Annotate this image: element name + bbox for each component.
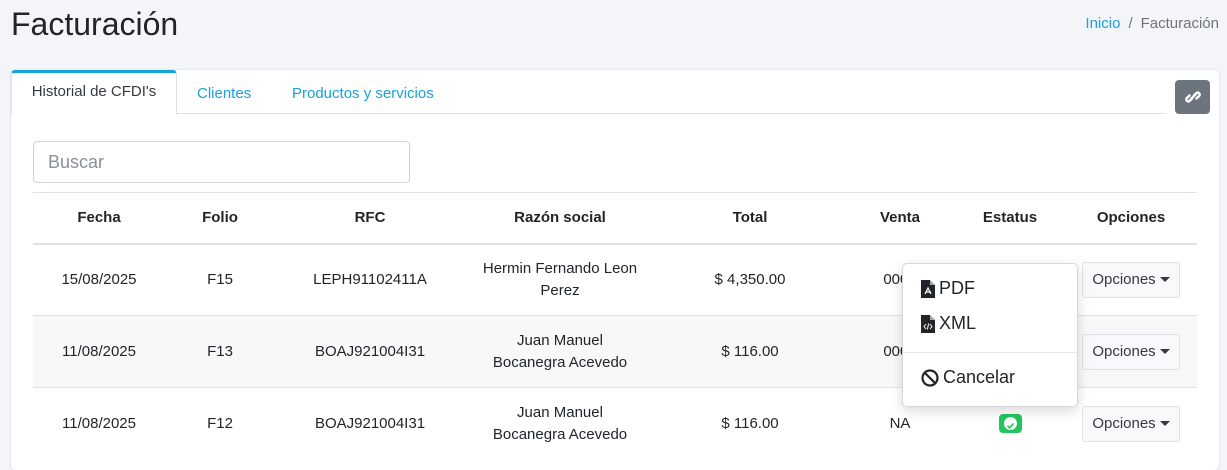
file-pdf-icon [921,279,935,298]
cell-razon: Juan Manuel Bocanegra Acevedo [465,387,655,460]
cell-razon: Hermin Fernando Leon Perez [465,243,655,316]
main-card: Historial de CFDI's Clientes Productos y… [11,70,1219,470]
check-circle-icon [1003,417,1017,431]
cfdi-table: Fecha Folio RFC Razón social Total Venta… [33,192,1197,460]
table-header-row: Fecha Folio RFC Razón social Total Venta… [33,192,1197,245]
menu-item-pdf[interactable]: PDF [921,278,975,299]
opciones-label: Opciones [1092,270,1156,288]
cell-folio: F15 [165,243,275,316]
opciones-label: Opciones [1092,342,1156,360]
cell-razon: Juan Manuel Bocanegra Acevedo [465,315,655,388]
caret-down-icon [1159,421,1170,427]
cell-total: $ 4,350.00 [655,243,845,316]
col-estatus: Estatus [955,192,1065,245]
page-title: Facturación [11,6,179,42]
cell-total: $ 116.00 [655,387,845,460]
tab-clientes[interactable]: Clientes [197,85,252,102]
cell-opciones: Opciones [1065,387,1197,460]
menu-divider [903,352,1077,353]
cell-opciones: Opciones [1065,315,1197,388]
tab-historial[interactable]: Historial de CFDI's [11,70,177,115]
caret-down-icon [1159,349,1170,355]
breadcrumb-separator: / [1128,15,1133,32]
cell-rfc: LEPH91102411A [275,243,465,316]
cell-opciones: Opciones [1065,243,1197,316]
opciones-button[interactable]: Opciones [1082,333,1180,370]
col-rfc: RFC [275,192,465,245]
col-folio: Folio [165,192,275,245]
tab-bar: Historial de CFDI's Clientes Productos y… [11,70,1166,115]
breadcrumb: Inicio / Facturación [1085,15,1219,32]
cell-fecha: 11/08/2025 [33,387,165,460]
cell-total: $ 116.00 [655,315,845,388]
link-button[interactable] [1175,80,1210,114]
col-total: Total [655,192,845,245]
ban-icon [921,368,939,387]
file-code-icon [921,314,935,333]
col-opciones: Opciones [1065,192,1197,245]
col-fecha: Fecha [33,192,165,245]
opciones-button[interactable]: Opciones [1082,261,1180,298]
breadcrumb-home-link[interactable]: Inicio [1085,15,1121,32]
razon-line: Bocanegra Acevedo [492,353,628,371]
cell-fecha: 15/08/2025 [33,243,165,316]
tab-productos[interactable]: Productos y servicios [292,85,434,102]
search-input[interactable] [33,141,410,183]
table-row: 11/08/2025 F13 BOAJ921004I31 Juan Manuel… [33,315,1197,388]
menu-item-xml[interactable]: XML [921,313,976,334]
razon-line: Hermin Fernando Leon [482,259,638,277]
breadcrumb-current: Facturación [1140,15,1219,32]
table-row: 11/08/2025 F12 BOAJ921004I31 Juan Manuel… [33,387,1197,460]
opciones-dropdown-menu: PDF XML Cancelar [902,263,1078,407]
cell-folio: F13 [165,315,275,388]
cell-rfc: BOAJ921004I31 [275,387,465,460]
cell-fecha: 11/08/2025 [33,315,165,388]
menu-item-label: XML [939,313,977,333]
caret-down-icon [1159,277,1170,283]
col-razon-social: Razón social [465,192,655,245]
cell-folio: F12 [165,387,275,460]
razon-line: Perez [540,281,580,299]
menu-item-label: PDF [939,278,975,298]
razon-line: Bocanegra Acevedo [492,425,628,443]
cell-rfc: BOAJ921004I31 [275,315,465,388]
razon-line: Juan Manuel [517,331,603,349]
razon-line: Juan Manuel [517,403,603,421]
menu-item-cancelar[interactable]: Cancelar [921,367,1015,388]
menu-item-label: Cancelar [943,367,1016,387]
opciones-label: Opciones [1092,414,1156,432]
status-check-badge [998,414,1022,434]
opciones-button[interactable]: Opciones [1082,405,1180,442]
col-venta: Venta [845,192,955,245]
link-icon [1184,91,1201,103]
